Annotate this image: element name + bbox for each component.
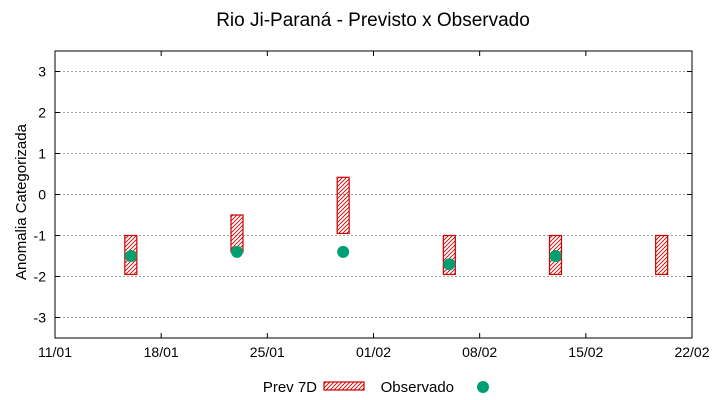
y-tick-label: 1	[38, 146, 46, 162]
x-tick-label: 22/02	[674, 344, 709, 360]
legend-label-forecast: Prev 7D	[263, 379, 317, 396]
y-tick-label: -3	[34, 310, 47, 326]
observed-points	[124, 245, 562, 271]
forecast-bars	[124, 176, 669, 276]
y-tick-label: 0	[38, 187, 46, 203]
x-tick-label: 01/02	[356, 344, 391, 360]
y-tick-label: -1	[34, 228, 47, 244]
forecast-bar	[655, 234, 669, 276]
x-tick-label: 08/02	[462, 344, 497, 360]
y-axis: 3 2 1 0 -1 -2 -3	[34, 64, 692, 326]
chart-title: Rio Ji-Paraná - Previsto x Observado	[216, 10, 530, 31]
forecast-bar	[336, 176, 350, 235]
x-tick-label: 18/01	[144, 344, 179, 360]
y-tick-label: -2	[34, 269, 47, 285]
legend: Prev 7D Observado	[263, 379, 489, 396]
legend-label-observed: Observado	[381, 379, 454, 396]
observed-point	[549, 250, 562, 262]
x-axis: 11/01 18/01 25/01 01/02 08/02 15/02 22/02	[38, 51, 710, 360]
observed-point	[337, 245, 350, 258]
grid	[55, 71, 692, 318]
legend-swatch-forecast	[323, 381, 365, 391]
y-axis-label: Anomalia Categorizada	[13, 123, 30, 280]
y-tick-label: 3	[38, 64, 46, 80]
observed-point	[443, 258, 456, 271]
x-tick-label: 15/02	[568, 344, 603, 360]
observed-point	[124, 250, 137, 262]
x-tick-label: 25/01	[250, 344, 285, 360]
observed-point	[231, 245, 243, 258]
y-tick-label: 2	[38, 105, 46, 121]
legend-swatch-observed	[477, 381, 489, 393]
x-tick-label: 11/01	[38, 344, 72, 360]
